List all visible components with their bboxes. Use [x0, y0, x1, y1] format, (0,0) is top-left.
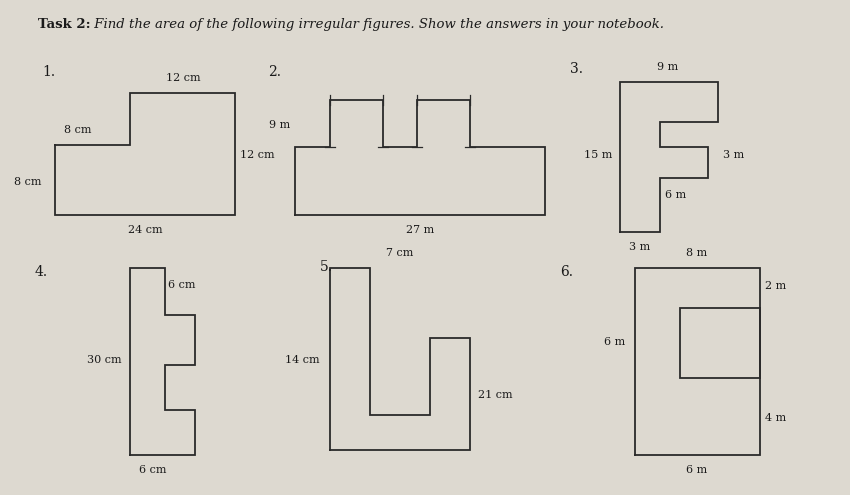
Text: 6.: 6. — [560, 265, 573, 279]
Text: 2 m: 2 m — [765, 281, 786, 291]
Text: 6 cm: 6 cm — [168, 280, 196, 290]
Text: 1.: 1. — [42, 65, 55, 79]
Text: Find the area of the following irregular figures. Show the answers in your noteb: Find the area of the following irregular… — [90, 18, 664, 31]
Text: 6 cm: 6 cm — [139, 465, 167, 475]
Text: 8 cm: 8 cm — [65, 125, 92, 135]
Text: 6 m: 6 m — [686, 465, 707, 475]
Text: 15 m: 15 m — [584, 150, 612, 160]
Text: 5.: 5. — [320, 260, 333, 274]
Text: 9 m: 9 m — [269, 120, 290, 130]
Text: 4 m: 4 m — [765, 413, 786, 423]
Text: 27 m: 27 m — [405, 225, 434, 235]
Text: 8 cm: 8 cm — [14, 177, 42, 187]
Text: 21 cm: 21 cm — [478, 390, 513, 400]
Text: 9 m: 9 m — [657, 62, 678, 72]
Text: 4.: 4. — [35, 265, 48, 279]
Text: 3.: 3. — [570, 62, 583, 76]
Text: 3 m: 3 m — [723, 150, 745, 160]
Text: 12 cm: 12 cm — [166, 73, 201, 83]
Text: 30 cm: 30 cm — [88, 355, 122, 365]
Text: 12 cm: 12 cm — [240, 150, 275, 160]
Text: 7 cm: 7 cm — [386, 248, 414, 258]
Text: Task 2:: Task 2: — [38, 18, 91, 31]
Text: 14 cm: 14 cm — [286, 355, 320, 365]
Text: 8 m: 8 m — [686, 248, 707, 258]
Text: 24 cm: 24 cm — [128, 225, 162, 235]
Text: 2.: 2. — [268, 65, 281, 79]
Text: 6 m: 6 m — [604, 337, 625, 347]
Text: 3 m: 3 m — [629, 242, 650, 252]
Text: 6 m: 6 m — [665, 190, 686, 200]
